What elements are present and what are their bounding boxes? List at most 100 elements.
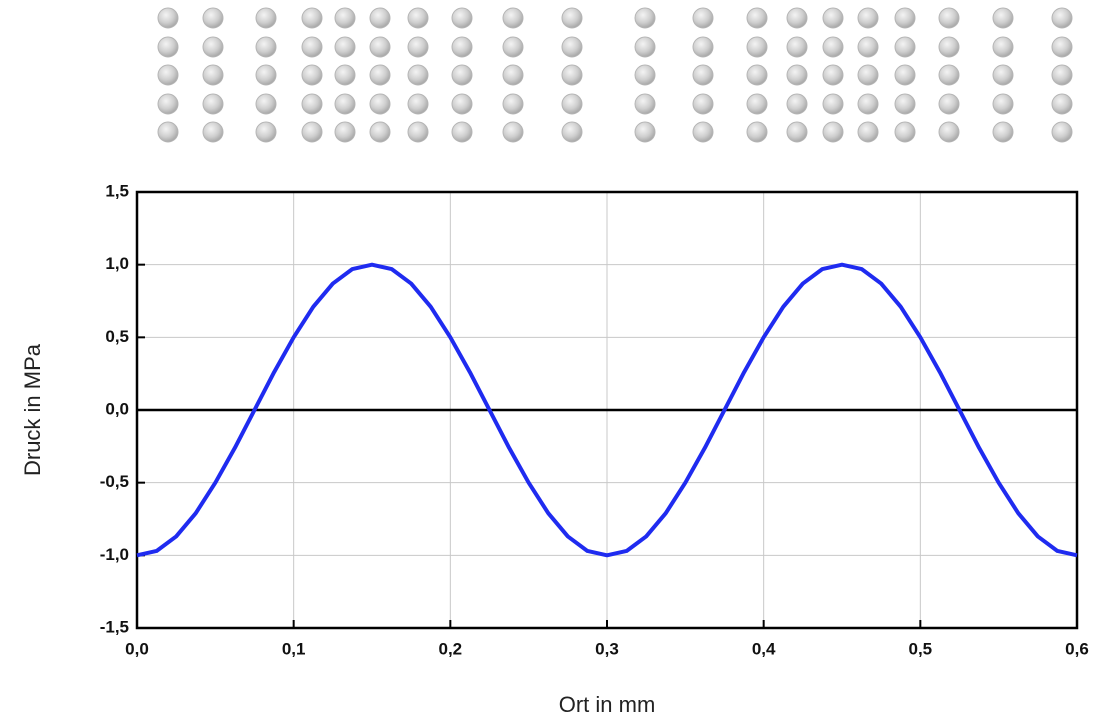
particle xyxy=(407,93,429,115)
x-tick-label: 0,5 xyxy=(909,639,933,658)
particle xyxy=(894,121,916,143)
particle xyxy=(1051,64,1073,86)
particle xyxy=(894,93,916,115)
particle xyxy=(157,93,179,115)
particle xyxy=(502,36,524,58)
particle xyxy=(746,93,768,115)
particle xyxy=(502,93,524,115)
particle xyxy=(786,7,808,29)
particle xyxy=(746,64,768,86)
particle xyxy=(407,36,429,58)
particle xyxy=(857,7,879,29)
y-tick-label: 0,5 xyxy=(105,327,129,346)
particle xyxy=(746,7,768,29)
particle xyxy=(857,121,879,143)
particle xyxy=(157,64,179,86)
particle xyxy=(857,36,879,58)
particle xyxy=(561,7,583,29)
particle xyxy=(634,121,656,143)
particle xyxy=(369,93,391,115)
particle xyxy=(746,36,768,58)
x-tick-label: 0,0 xyxy=(125,639,149,658)
y-tick-label: 1,5 xyxy=(105,181,129,200)
x-tick-label: 0,2 xyxy=(439,639,463,658)
y-tick-label: -1,5 xyxy=(100,617,129,636)
particle xyxy=(822,64,844,86)
x-tick-label: 0,1 xyxy=(282,639,306,658)
particle xyxy=(692,93,714,115)
particle xyxy=(692,121,714,143)
particle xyxy=(255,36,277,58)
x-axis-label: Ort in mm xyxy=(559,692,656,717)
particle xyxy=(786,93,808,115)
particle xyxy=(992,36,1014,58)
particle xyxy=(255,64,277,86)
particle xyxy=(301,121,323,143)
plot: -1,5 -1,0 -0,5 0,0 0,5 1,0 1,5 0,0 0,1 0,2 0,3 0,4 0… xyxy=(100,181,1089,658)
y-axis-label: Druck in MPa xyxy=(20,343,45,476)
particle xyxy=(301,7,323,29)
x-tick-label: 0,6 xyxy=(1065,639,1089,658)
particle xyxy=(202,36,224,58)
particle xyxy=(301,36,323,58)
particle xyxy=(822,121,844,143)
particle xyxy=(157,121,179,143)
particle xyxy=(938,64,960,86)
particle xyxy=(451,7,473,29)
particle xyxy=(634,36,656,58)
particle xyxy=(255,7,277,29)
particle xyxy=(938,36,960,58)
particle xyxy=(301,64,323,86)
x-tick-label: 0,3 xyxy=(595,639,619,658)
particle xyxy=(502,7,524,29)
particle xyxy=(1051,7,1073,29)
particle xyxy=(857,64,879,86)
particle xyxy=(786,36,808,58)
particle xyxy=(938,121,960,143)
particle xyxy=(894,64,916,86)
y-tick-label: 1,0 xyxy=(105,254,129,273)
particle xyxy=(202,7,224,29)
y-tick-label: 0,0 xyxy=(105,399,129,418)
particle xyxy=(992,64,1014,86)
particle xyxy=(451,93,473,115)
particle xyxy=(407,121,429,143)
particle xyxy=(938,7,960,29)
particle xyxy=(157,7,179,29)
particle xyxy=(407,7,429,29)
particle xyxy=(561,36,583,58)
particle xyxy=(561,93,583,115)
particle xyxy=(369,64,391,86)
particle xyxy=(334,7,356,29)
particle xyxy=(334,64,356,86)
particle xyxy=(334,36,356,58)
y-tick-label: -0,5 xyxy=(100,472,129,491)
particle xyxy=(746,121,768,143)
particle xyxy=(451,121,473,143)
particle xyxy=(202,93,224,115)
particle xyxy=(502,121,524,143)
particle xyxy=(157,36,179,58)
particle xyxy=(255,93,277,115)
plot-frame xyxy=(135,190,1079,630)
particle xyxy=(369,7,391,29)
particle xyxy=(202,64,224,86)
particle xyxy=(992,7,1014,29)
particle xyxy=(634,64,656,86)
particle xyxy=(938,93,960,115)
particle xyxy=(992,93,1014,115)
particle xyxy=(1051,93,1073,115)
particle xyxy=(692,36,714,58)
y-tick-label: -1,0 xyxy=(100,545,129,564)
particle xyxy=(334,121,356,143)
particle-illustration xyxy=(157,7,1073,143)
particle xyxy=(301,93,323,115)
x-tick-label: 0,4 xyxy=(752,639,776,658)
particle xyxy=(822,7,844,29)
particle xyxy=(1051,36,1073,58)
particle xyxy=(786,121,808,143)
particle xyxy=(502,64,524,86)
particle xyxy=(451,64,473,86)
data-line xyxy=(136,262,1078,558)
particle xyxy=(692,7,714,29)
